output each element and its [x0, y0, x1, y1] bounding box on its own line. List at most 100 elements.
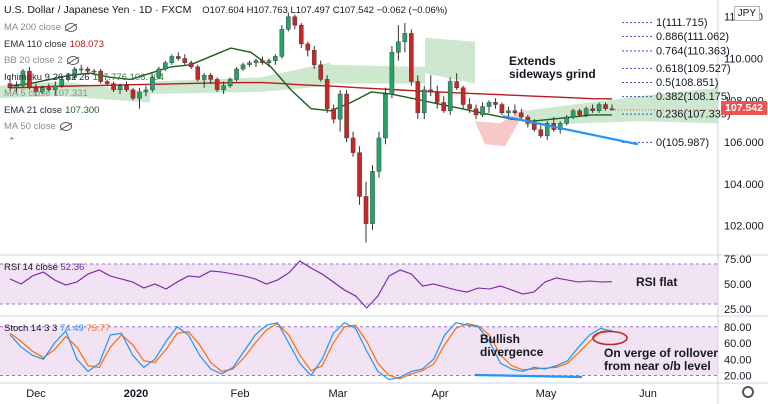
legend-label: BB 20 close 2 [4, 55, 63, 66]
candle-body [506, 110, 511, 114]
candle-body [480, 106, 485, 116]
ohlc-readout: O107.604 H107.763 L107.497 C107.542 −0.0… [202, 5, 448, 16]
legend-label: Ichimoku 9 26 52 26 [4, 71, 90, 83]
rsi-value: 52.36 [60, 262, 85, 273]
candle-body [434, 91, 440, 103]
currency-badge[interactable]: JPY [733, 6, 760, 21]
annotation-extends: Extends sideways grind [509, 55, 596, 81]
y-tick-label: 110.000 [724, 54, 763, 66]
candle-body [130, 89, 136, 99]
candle-body [163, 62, 168, 70]
annotation-line: On verge of rollover [604, 346, 719, 360]
y-tick-label: 104.000 [724, 179, 764, 191]
x-tick-label: Feb [231, 388, 250, 400]
fib-label: 0.382(108.175) [656, 91, 731, 103]
hidden-eye-icon[interactable] [65, 22, 78, 32]
legend-label: MA 5 close [4, 88, 51, 99]
candle-body [396, 41, 401, 53]
candle-body [53, 85, 58, 91]
hidden-eye-icon[interactable] [66, 55, 79, 65]
fib-label: 0.618(109.527) [656, 63, 731, 75]
symbol-title[interactable]: U.S. Dollar / Japanese Yen · 1D · FXCM [4, 4, 192, 16]
legend-row[interactable]: Ichimoku 9 26 52 26 107.776 106.704 [4, 72, 164, 83]
rsi-tick-label: 75.00 [724, 254, 752, 266]
annotation-line: from near o/b level [604, 359, 711, 373]
candle-body [7, 83, 13, 88]
candle-body [137, 91, 142, 99]
candle-body [512, 110, 518, 114]
hidden-eye-icon[interactable] [59, 121, 72, 131]
collapse-legend-icon[interactable]: ⌃ [8, 136, 16, 146]
candle-body [344, 93, 349, 139]
candle-body [182, 58, 188, 63]
stoch-name: Stoch 14 3 3 [4, 323, 58, 334]
legend-row[interactable]: EMA 21 close 107.300 [4, 105, 99, 116]
y-tick-label: 102.000 [724, 221, 764, 233]
candle-body [59, 79, 65, 86]
x-tick-label: Mar [329, 388, 348, 400]
rsi-tick-label: 50.00 [724, 279, 752, 291]
candle-body [467, 104, 472, 109]
rsi-band [0, 264, 718, 304]
candle-body [564, 116, 569, 124]
candle-body [27, 70, 32, 88]
rsi-name: RSI 14 close [4, 262, 58, 273]
x-tick-label: 2020 [124, 388, 148, 400]
candle-body [324, 79, 330, 109]
rsi-label: RSI 14 close 52.36 [4, 262, 84, 273]
candle-body [124, 85, 129, 91]
legend-row[interactable]: MA 50 close [4, 121, 72, 132]
stoch-d-value: 75.77 [86, 323, 111, 334]
candle-body [72, 68, 78, 78]
ichimoku-cloud [330, 64, 425, 84]
stoch-label: Stoch 14 3 3 74.49 75.77 [4, 323, 110, 334]
annotation-line: divergence [480, 345, 544, 359]
candle-body [350, 137, 356, 153]
x-tick-label: Apr [431, 388, 448, 400]
legend-row[interactable]: EMA 110 close 108.073 [4, 39, 104, 50]
candle-body [493, 102, 498, 105]
candle-body [266, 60, 272, 63]
settings-gear-icon[interactable] [742, 386, 754, 398]
annotation-line: Extends [509, 54, 556, 68]
legend-row[interactable]: BB 20 close 2 [4, 55, 79, 66]
annotation-rsi-flat: RSI flat [636, 276, 677, 289]
legend-row[interactable]: MA 200 close [4, 22, 78, 33]
stoch-k-value: 74.49 [60, 323, 84, 334]
candle-body [143, 89, 149, 93]
last-price-tag: 107.542 [721, 101, 767, 115]
candle-body [85, 68, 90, 72]
stoch-d-line [9, 322, 613, 380]
candle-body [98, 70, 103, 82]
candle-body [78, 68, 84, 71]
candle-body [111, 83, 116, 91]
candle-body [156, 68, 162, 78]
chart-header: U.S. Dollar / Japanese Yen · 1D · FXCM O… [4, 4, 447, 16]
candle-body [473, 108, 479, 116]
candle-body [596, 104, 602, 111]
rsi-tick-label: 25.00 [724, 304, 752, 316]
legend-row[interactable]: MA 5 close 107.331 [4, 88, 88, 99]
candle-body [176, 56, 181, 59]
candle-body [253, 60, 259, 63]
candle-body [195, 66, 201, 80]
candle-body [286, 16, 291, 30]
candle-body [454, 81, 459, 88]
candle-body [33, 87, 39, 93]
annotation-rollover: On verge of rollover from near o/b level [604, 347, 718, 373]
candle-body [104, 81, 110, 84]
stoch-tick-label: 20.00 [724, 371, 752, 383]
annotation-bullish-divergence: Bullish divergence [480, 333, 543, 359]
candle-body [370, 171, 375, 224]
candle-body [583, 108, 589, 116]
annotation-line: RSI flat [636, 275, 678, 289]
stoch-tick-label: 40.00 [724, 354, 752, 366]
ema110-line [9, 81, 613, 100]
fib-label: 0.5(108.851) [656, 77, 718, 89]
candle-body [247, 62, 252, 65]
candle-body [188, 62, 194, 68]
stoch-divergence-line [474, 373, 583, 379]
annotation-line: Bullish [480, 332, 521, 346]
candle-body [441, 102, 446, 111]
